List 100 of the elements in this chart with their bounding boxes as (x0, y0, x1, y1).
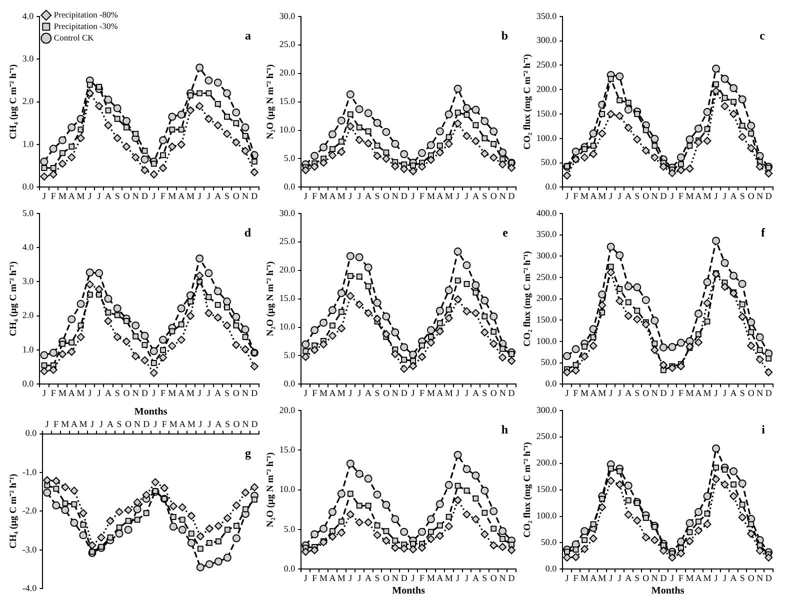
x-tick-label: M (580, 388, 589, 398)
y-axis-title: CO₂ flux (mg C m⁻² h⁻¹) (523, 442, 534, 538)
y-tick-label: 5.0 (284, 153, 296, 164)
x-tick-label: O (642, 190, 650, 201)
x-tick-label: M (426, 388, 435, 398)
x-tick-label: F (312, 572, 318, 583)
x-tick-label: A (329, 388, 336, 398)
y-tick-label: 15.0 (279, 96, 296, 106)
x-tick-label: N (242, 418, 250, 429)
x-tick-label: M (426, 572, 435, 583)
x-tick-label: F (573, 190, 578, 201)
y-tick-label: 10.0 (279, 484, 296, 494)
x-tick-label: N (756, 572, 764, 583)
x-tick-label: J (304, 388, 308, 398)
x-tick-label: M (703, 190, 712, 201)
x-tick-label: M (337, 190, 346, 201)
x-tick-label: J (358, 190, 362, 201)
y-tick-label: 4.0 (22, 242, 34, 252)
x-tick-label: N (132, 190, 140, 201)
y-tick-label: 150.0 (536, 484, 558, 494)
y-tick-label: 250.0 (536, 431, 558, 442)
x-tick-label: M (187, 418, 196, 429)
x-tick-label: M (444, 388, 453, 398)
x-tick-label: S (740, 388, 745, 398)
y-tick-label: 200.0 (536, 293, 558, 304)
x-tick-label: J (358, 388, 362, 398)
x-tick-label: J (670, 190, 674, 201)
y-tick-label: 5.0 (284, 524, 296, 534)
x-tick-label: J (88, 190, 92, 201)
y-tick-label: 300.0 (536, 404, 558, 415)
x-tick-label: J (304, 572, 308, 583)
y-tick-label: 25.0 (279, 39, 296, 50)
x-tick-label: A (472, 572, 480, 583)
x-tick-label: D (142, 388, 149, 398)
x-tick-label: A (436, 190, 444, 201)
x-tick-label: A (436, 572, 444, 583)
legend-label: Precipitation -80% (54, 9, 118, 20)
x-tick-label: J (45, 418, 50, 429)
x-tick-label: O (123, 388, 130, 398)
y-tick-label: 0.0 (22, 378, 34, 389)
x-tick-label: S (224, 388, 230, 398)
annotation: h (501, 422, 508, 436)
y-tick-label: 30.0 (279, 10, 296, 21)
x-tick-label: J (198, 190, 202, 201)
y-tick-label: 300.0 (536, 35, 558, 46)
x-tick-label: F (419, 572, 425, 583)
x-tick-label: N (499, 572, 506, 583)
x-tick-label: D (400, 388, 408, 398)
y-tick-label: 300.0 (536, 250, 558, 260)
x-tick-label: A (695, 388, 702, 398)
x-tick-label: S (114, 190, 120, 201)
x-tick-label: J (465, 572, 470, 583)
x-tick-label: J (348, 572, 353, 583)
x-tick-label: S (374, 190, 380, 201)
y-tick-label: 0.0 (284, 182, 296, 192)
x-tick-label: N (651, 572, 658, 583)
y-axis-title: CH₄ (μg C m⁻² h⁻¹) (9, 474, 20, 549)
x-tick-label: J (42, 190, 46, 201)
x-tick-label: J (198, 388, 202, 398)
y-tick-label: 0.0 (545, 182, 558, 192)
x-tick-label: F (160, 388, 166, 398)
x-tick-label: J (609, 190, 614, 201)
x-tick-label: A (329, 190, 336, 201)
x-tick-label: A (365, 572, 372, 583)
x-tick-label: D (508, 190, 516, 201)
x-tick-label: A (730, 190, 738, 201)
y-tick-label: 1.0 (22, 344, 34, 354)
x-tick-label: J (348, 190, 353, 201)
x-tick-label: M (686, 388, 694, 398)
x-tick-label: N (651, 388, 658, 398)
x-tick-label: F (54, 418, 59, 429)
x-tick-label: M (426, 190, 435, 201)
x-tick-label: O (642, 388, 650, 398)
x-tick-label: D (251, 418, 258, 429)
x-tick-label: J (154, 418, 158, 429)
y-tick-label: 10.0 (279, 322, 296, 332)
x-tick-label: M (79, 418, 88, 429)
y-tick-label: 400.0 (536, 208, 558, 218)
x-tick-label: O (490, 190, 498, 201)
x-tick-label: J (565, 190, 570, 201)
x-tick-label: J (411, 190, 416, 201)
x-tick-label: F (419, 190, 425, 201)
x-tick-label: N (651, 190, 658, 201)
x-tick-label: A (365, 190, 372, 201)
x-tick-label: J (609, 572, 614, 583)
x-tick-label: J (714, 572, 718, 583)
x-tick-label: A (104, 190, 112, 201)
y-tick-label: 4.0 (22, 10, 34, 21)
x-tick-label: S (482, 388, 488, 398)
x-tick-label: D (143, 418, 150, 429)
x-tick-label: M (76, 190, 85, 201)
x-tick-label: D (251, 190, 258, 201)
x-tick-label: A (436, 388, 444, 398)
x-tick-label: M (598, 190, 606, 201)
y-tick-label: 20.0 (279, 264, 296, 275)
x-tick-label: J (206, 190, 211, 201)
x-tick-label: M (186, 190, 194, 201)
x-axis-title: Months (392, 586, 426, 597)
x-tick-label: S (374, 388, 380, 398)
x-tick-label: J (411, 572, 416, 583)
